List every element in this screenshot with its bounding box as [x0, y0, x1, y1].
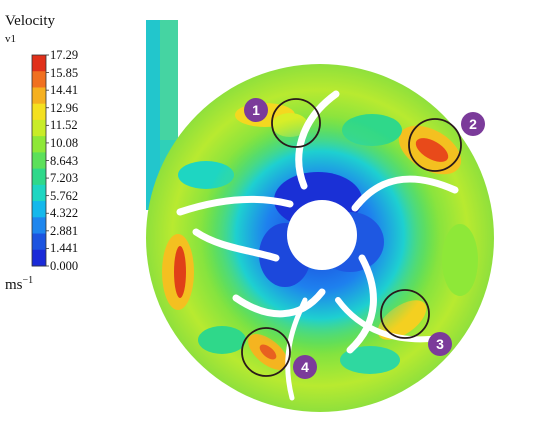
- marker-2-label: 2: [469, 116, 477, 132]
- marker-2: 2: [461, 112, 485, 136]
- marker-1-label: 1: [252, 102, 260, 118]
- colorbar-segment: [32, 103, 46, 121]
- marker-4-label: 4: [301, 359, 309, 375]
- legend-unit: ms−1: [5, 275, 33, 294]
- colorbar-tick-label: 1.441: [50, 241, 79, 256]
- colorbar-segment: [32, 217, 46, 235]
- region-circle-4: [241, 327, 291, 377]
- velocity-colorbar: [31, 54, 49, 267]
- legend-unit-base: ms: [5, 277, 23, 293]
- colorbar-tick-label: 4.322: [50, 206, 79, 221]
- legend-title: Velocity: [5, 13, 55, 29]
- colorbar-segment: [32, 55, 46, 72]
- colorbar-segment: [32, 71, 46, 88]
- region-circle-1: [271, 98, 321, 148]
- colorbar-tick-label: 11.52: [50, 118, 78, 133]
- colorbar-tick-label: 8.643: [50, 153, 79, 168]
- colorbar-tick-label: 15.85: [50, 65, 79, 80]
- colorbar-segment: [32, 249, 46, 267]
- colorbar-segment: [32, 152, 46, 170]
- colorbar-segment: [32, 233, 46, 251]
- marker-3: 3: [428, 332, 452, 356]
- colorbar-tick-label: 14.41: [50, 83, 79, 98]
- colorbar-tick-label: 17.29: [50, 48, 79, 62]
- marker-badges: 1 2 3 4: [244, 98, 485, 379]
- colorbar-tick-label: 10.08: [50, 135, 79, 150]
- colorbar-tick-label: 12.96: [50, 100, 79, 115]
- region-circle-3: [380, 289, 430, 339]
- marker-1: 1: [244, 98, 268, 122]
- colorbar-tick-label: 7.203: [50, 171, 79, 186]
- impeller-blades: [176, 90, 459, 401]
- marker-3-label: 3: [436, 336, 444, 352]
- legend-unit-exponent: −1: [22, 275, 34, 286]
- colorbar-segment: [32, 201, 46, 218]
- colorbar-tick-label: 2.881: [50, 223, 79, 238]
- marker-4: 4: [293, 355, 317, 379]
- colorbar-segment: [32, 136, 46, 153]
- region-circle-2: [408, 118, 462, 172]
- colorbar-segment: [32, 87, 46, 105]
- annotation-circles: [241, 98, 462, 377]
- colorbar-segment: [32, 168, 46, 186]
- colorbar-segment: [32, 119, 46, 137]
- colorbar-segment: [32, 184, 46, 202]
- colorbar-tick-label: 5.762: [50, 188, 79, 203]
- colorbar-tick-label: 0.000: [50, 259, 79, 273]
- impeller-hub: [287, 200, 357, 270]
- legend-subtitle: v1: [5, 33, 16, 45]
